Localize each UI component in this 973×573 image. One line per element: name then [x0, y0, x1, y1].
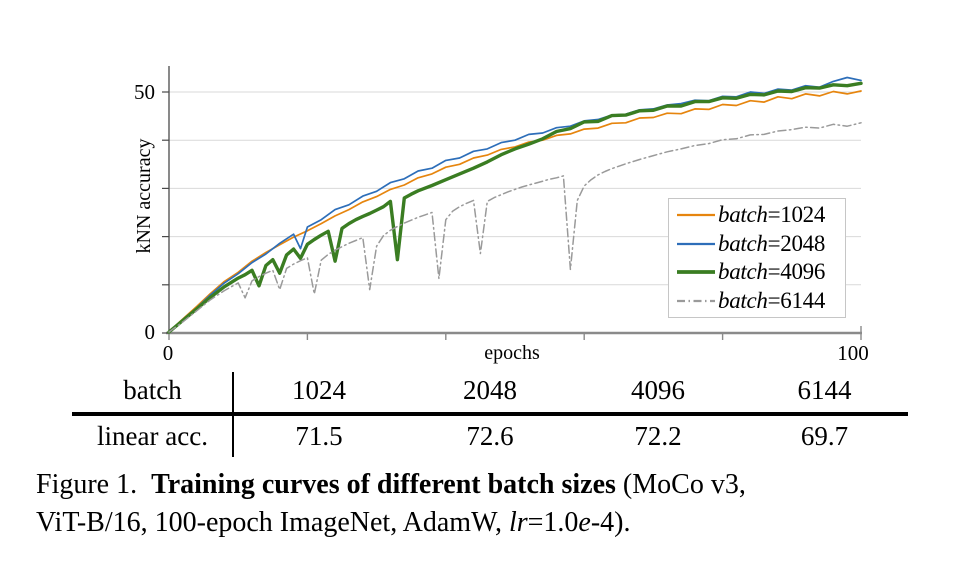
curves: [167, 76, 863, 334]
legend-item-batch-4096: batch=4096: [676, 258, 845, 286]
table-header-row: batch 1024 2048 4096 6144: [72, 368, 908, 412]
curve-batch-2048: [168, 76, 862, 333]
legend-line-sample: [677, 270, 715, 275]
caption-segment: ViT-B/16, 100-epoch ImageNet, AdamW,: [36, 507, 509, 538]
legend-item-batch-6144: batch=6144: [676, 287, 845, 315]
curve-batch-4096: [167, 81, 863, 334]
table-value-6144: 69.7: [800, 421, 849, 451]
caption-line: ViT-B/16, 100-epoch ImageNet, AdamW, lr=…: [36, 504, 948, 542]
table-header-label: batch: [123, 374, 182, 405]
ytick-label-0: 0: [145, 320, 156, 344]
table-col-batch-2048: 2048: [463, 374, 517, 405]
table-vertical-divider: [232, 372, 234, 457]
table-values-row: linear acc. 71.5 72.6 72.2 69.7: [72, 415, 908, 458]
legend-label: batch=2048: [718, 230, 826, 256]
legend-item-batch-1024: batch=1024: [676, 201, 845, 229]
table-row-label: linear acc.: [97, 421, 208, 451]
caption-segment: lr: [508, 507, 528, 538]
legend-line-sample: [677, 213, 715, 216]
legend-label: batch=4096: [718, 259, 826, 285]
table-col-batch-4096: 4096: [631, 374, 685, 405]
legend-line-sample: [677, 242, 715, 245]
table-value-2048: 72.6: [466, 421, 514, 451]
results-table: batch 1024 2048 4096 6144 linear acc. 71…: [72, 368, 908, 458]
caption-segment: Training curves of different batch sizes: [151, 469, 616, 500]
caption-segment: (MoCo v3,: [615, 469, 746, 500]
curve-batch-6144: [168, 122, 862, 333]
xtick-label-100: 100: [837, 341, 869, 365]
caption-segment: -4).: [590, 507, 631, 538]
table-col-batch-1024: 1024: [292, 374, 346, 405]
table-col-batch-6144: 6144: [797, 374, 852, 405]
ytick-label-50: 50: [134, 80, 155, 104]
caption-line: Figure 1. Training curves of different b…: [36, 466, 948, 504]
legend-label: batch=1024: [718, 201, 826, 227]
xtick-label-0: 0: [163, 341, 174, 365]
x-axis-title: epochs: [484, 342, 540, 364]
legend-item-batch-2048: batch=2048: [676, 230, 845, 258]
legend-label: batch=6144: [718, 288, 826, 314]
curve-batch-1024: [168, 90, 862, 333]
caption-segment: e: [578, 507, 591, 538]
legend: batch=1024 batch=2048 batch=4096 batch=6144: [668, 198, 846, 318]
caption-segment: =1.0: [527, 507, 579, 538]
table-value-4096: 72.2: [634, 421, 682, 451]
y-axis-title: kNN accuracy: [133, 139, 155, 254]
figure-caption: Figure 1. Training curves of different b…: [36, 466, 948, 542]
table-value-1024: 71.5: [295, 421, 343, 451]
axes: [162, 66, 862, 340]
legend-line-sample: [677, 300, 715, 303]
table-horizontal-rule: [72, 412, 908, 416]
caption-segment: Figure 1.: [36, 469, 152, 500]
